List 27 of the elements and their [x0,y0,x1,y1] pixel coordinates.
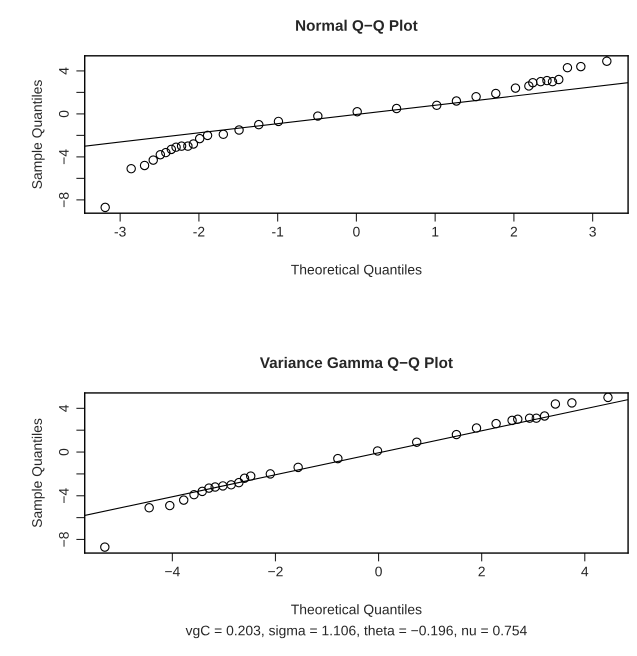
x-tick-label: −2 [268,566,283,576]
y-tick-label: 0 [58,448,69,456]
y-tick-label: −8 [58,532,69,547]
x-tick-label: 4 [581,566,588,576]
x-axis-title: Theoretical Quantiles [291,604,422,617]
x-tick-label: −4 [165,566,180,576]
text: vgC = 0.203, sigma = 1.106, theta = −0.196, nu = 0.754 [186,625,527,638]
x-tick-label: -2 [193,226,204,236]
y-axis-title: Sample Quantiles [32,80,45,189]
x-tick-label: 0 [353,226,360,237]
y-axis-title: Sample Quantiles [32,418,45,528]
x-tick-label: 3 [589,226,596,237]
chart-title: Variance Gamma Q−Q Plot [260,356,453,371]
y-tick-label: −4 [59,488,69,503]
y-tick-label: 0 [58,110,69,118]
y-tick-label: 4 [59,404,69,412]
y-tick-label: 4 [59,67,69,74]
x-tick-label: 0 [375,566,382,576]
y-tick-label: −8 [58,192,69,208]
chart-title: Normal Q−Q Plot [296,20,418,34]
x-axis-title: Theoretical Quantiles [291,264,422,278]
x-tick-label: -3 [114,226,126,237]
x-tick-label: -1 [272,226,284,236]
y-tick-label: −4 [59,149,69,164]
x-tick-label: 2 [510,226,518,236]
x-tick-label: 1 [432,226,438,236]
x-tick-label: 2 [478,566,485,576]
